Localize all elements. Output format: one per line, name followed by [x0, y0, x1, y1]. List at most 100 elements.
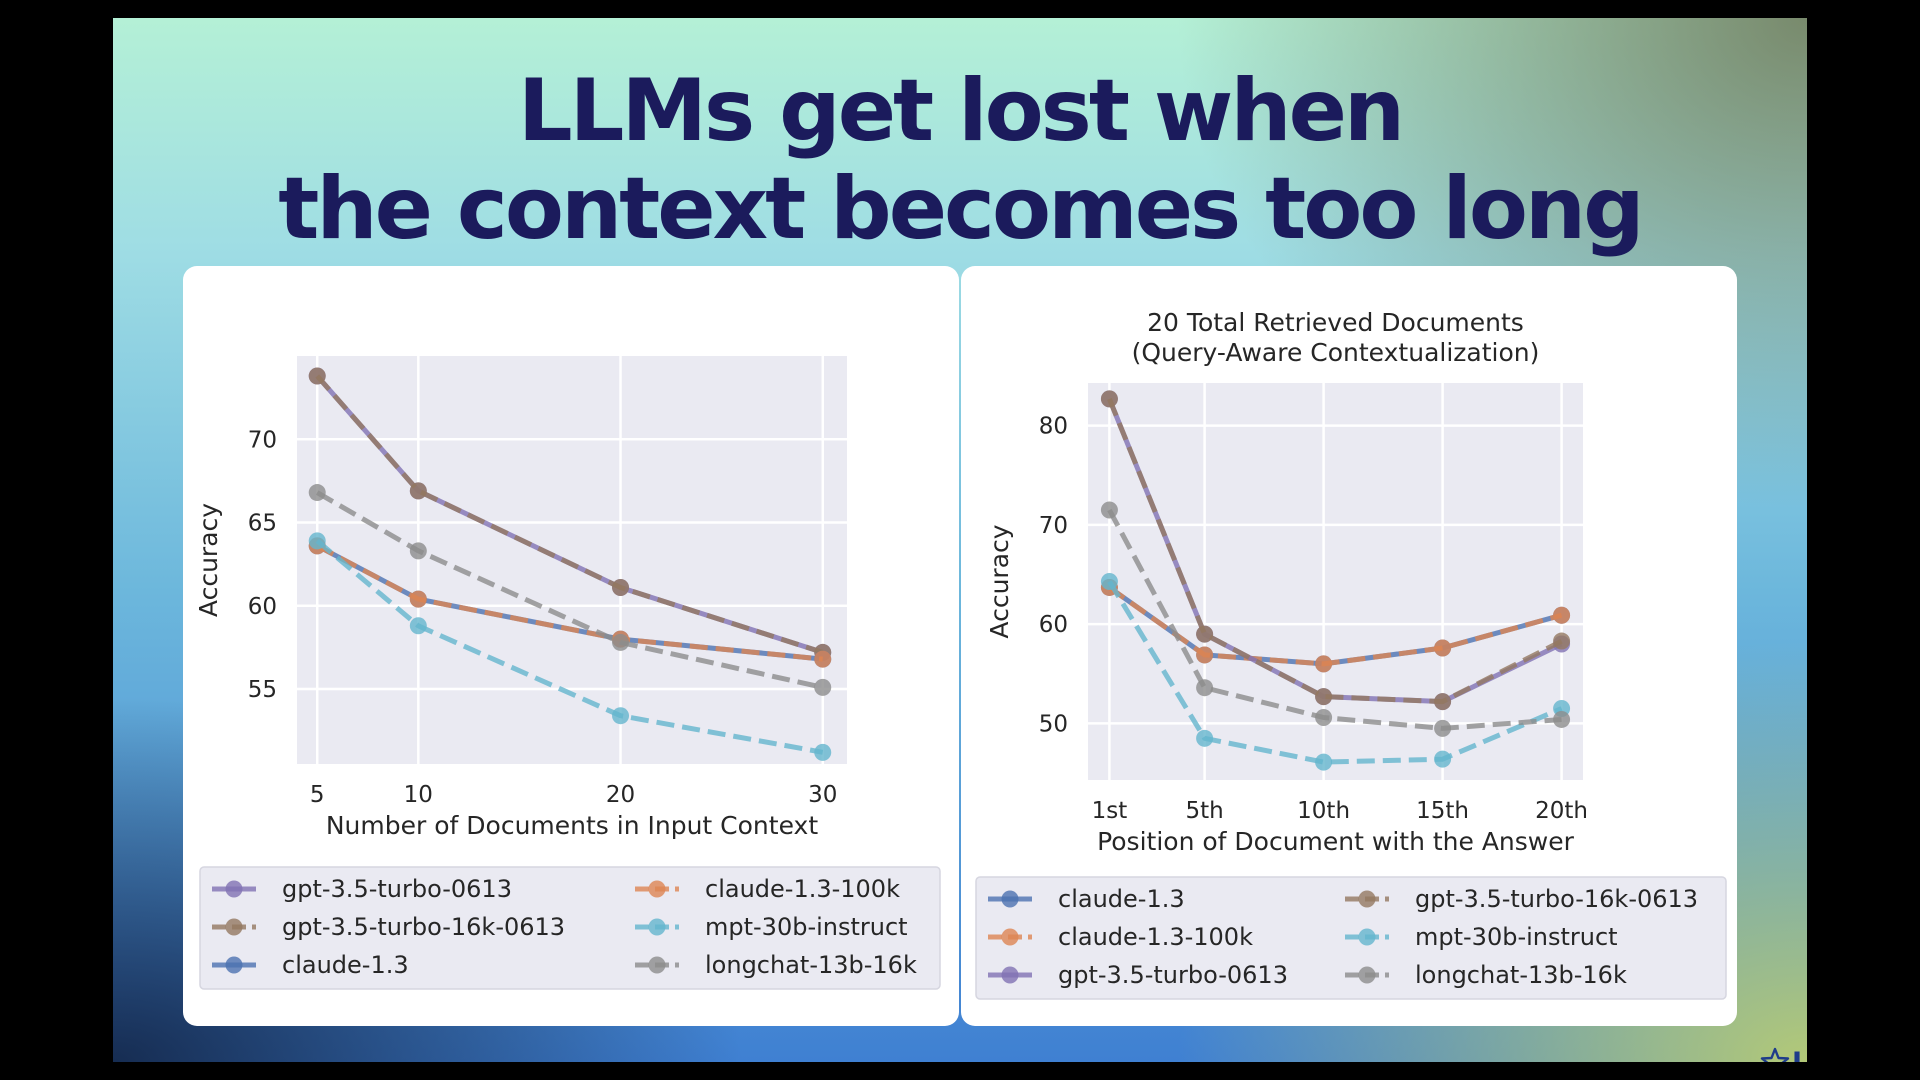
data-point: [409, 590, 427, 608]
data-point: [1315, 655, 1333, 673]
y-tick-label: 60: [1039, 612, 1068, 638]
data-point: [1196, 679, 1214, 697]
data-point: [1434, 693, 1452, 711]
y-tick-label: 55: [248, 677, 277, 703]
x-tick-label: 20: [606, 782, 635, 808]
title-line-1: LLMs get lost when: [517, 61, 1405, 161]
plot-area: [297, 356, 847, 764]
legend-swatch-marker: [1358, 966, 1376, 984]
legend-label: longchat-13b-16k: [1415, 961, 1627, 989]
data-point: [1434, 719, 1452, 737]
series-line: [1107, 397, 1563, 705]
data-point: [1100, 390, 1118, 408]
legend-label: claude-1.3-100k: [705, 875, 900, 903]
x-tick-label: 15th: [1416, 798, 1469, 824]
y-tick-label: 60: [248, 594, 277, 620]
x-axis-label: Position of Document with the Answer: [1097, 827, 1575, 856]
data-point: [409, 482, 427, 500]
legend-label: gpt-3.5-turbo-0613: [1058, 961, 1288, 989]
data-point: [409, 542, 427, 560]
data-point: [409, 617, 427, 635]
legend-swatch-marker: [225, 956, 243, 974]
series-longchat-13b-16k: [1100, 501, 1571, 737]
legend-swatch-marker: [1001, 928, 1019, 946]
logo-text: LexFusion: [1792, 1046, 1807, 1063]
answer-position-chart: 20 Total Retrieved Documents(Query-Aware…: [975, 308, 1727, 1000]
y-tick-label: 80: [1039, 414, 1068, 440]
x-tick-label: 10th: [1297, 798, 1350, 824]
chart-title-line: 20 Total Retrieved Documents: [1147, 308, 1524, 337]
legend-swatch-marker: [1358, 928, 1376, 946]
legend-label: claude-1.3: [1058, 885, 1185, 913]
data-point: [1196, 625, 1214, 643]
legend-label: mpt-30b-instruct: [705, 913, 908, 941]
x-tick-label: 5th: [1185, 798, 1223, 824]
x-axis-label: Number of Documents in Input Context: [326, 811, 818, 840]
data-point: [1553, 710, 1571, 728]
y-axis-label: Accuracy: [985, 524, 1014, 638]
data-point: [308, 367, 326, 385]
chart-title-line: (Query-Aware Contextualization): [1132, 338, 1540, 367]
data-point: [1196, 646, 1214, 664]
x-tick-label: 1st: [1092, 798, 1128, 824]
legend-box: [199, 866, 941, 990]
right-chart-card: 20 Total Retrieved Documents (Query-Aware…: [961, 266, 1737, 1026]
series-claude-1-3-100k: [1100, 578, 1571, 673]
y-tick-label: 70: [1039, 513, 1068, 539]
data-point: [612, 633, 630, 651]
legend-label: claude-1.3: [282, 951, 409, 979]
legend-swatch-marker: [648, 880, 666, 898]
series-line: [315, 538, 824, 755]
series-mpt-30b-instruct: [1100, 573, 1571, 771]
series-gpt-3-5-turbo-16k-0613: [1100, 390, 1571, 711]
slide-title: LLMs get lost when the context becomes t…: [113, 62, 1807, 258]
plot-area: [1088, 383, 1583, 780]
data-point: [1315, 688, 1333, 706]
legend-label: claude-1.3-100k: [1058, 923, 1253, 951]
legend-label: gpt-3.5-turbo-16k-0613: [1415, 885, 1698, 913]
series-mpt-30b-instruct: [308, 532, 832, 761]
data-point: [1315, 753, 1333, 771]
x-tick-label: 20th: [1535, 798, 1588, 824]
legend-swatch-marker: [1001, 966, 1019, 984]
legend-swatch-marker: [1001, 890, 1019, 908]
legend-label: gpt-3.5-turbo-0613: [282, 875, 512, 903]
y-tick-label: 65: [248, 511, 277, 537]
legend-label: gpt-3.5-turbo-16k-0613: [282, 913, 565, 941]
legend-label: mpt-30b-instruct: [1415, 923, 1618, 951]
data-point: [612, 707, 630, 725]
data-point: [814, 650, 832, 668]
data-point: [814, 678, 832, 696]
series-longchat-13b-16k: [308, 484, 832, 696]
documents-count-chart: 5 10 20 30 55 60 65 70 Number of Documents in In…: [194, 356, 941, 990]
y-tick-label: 50: [1039, 711, 1068, 737]
data-point: [1553, 606, 1571, 624]
star-logo-icon: [1760, 1047, 1790, 1062]
x-tick-label: 5: [310, 782, 325, 808]
data-point: [1196, 729, 1214, 747]
data-point: [1434, 750, 1452, 768]
legend-swatch-marker: [648, 956, 666, 974]
lexfusion-logo: LexFusion: [1760, 1044, 1807, 1062]
data-point: [308, 532, 326, 550]
data-point: [612, 578, 630, 596]
y-tick-label: 70: [248, 427, 277, 453]
slide: LLMs get lost when the context becomes t…: [113, 18, 1807, 1062]
data-point: [814, 743, 832, 761]
series-line: [315, 374, 824, 655]
legend-swatch-marker: [1358, 890, 1376, 908]
data-point: [1553, 632, 1571, 650]
data-point: [1315, 708, 1333, 726]
series-line: [315, 490, 824, 690]
legend-swatch-marker: [225, 880, 243, 898]
legend-swatch-marker: [225, 918, 243, 936]
left-chart-card: 5 10 20 30 55 60 65 70 Number of Documents in In…: [183, 266, 959, 1026]
x-tick-label: 10: [404, 782, 433, 808]
x-tick-label: 30: [808, 782, 837, 808]
data-point: [1434, 639, 1452, 657]
y-axis-label: Accuracy: [194, 503, 223, 617]
title-line-2: the context becomes too long: [278, 159, 1644, 259]
series-line: [316, 543, 823, 662]
legend-swatch-marker: [648, 918, 666, 936]
data-point: [1100, 573, 1118, 590]
